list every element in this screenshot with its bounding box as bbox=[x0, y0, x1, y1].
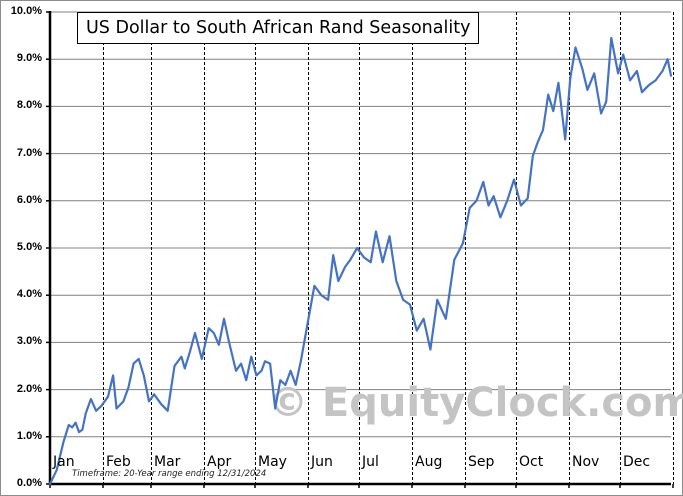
month-label: Sep bbox=[468, 454, 495, 470]
y-tick-label: 7.0% bbox=[16, 146, 42, 159]
y-tick-label: 2.0% bbox=[16, 382, 42, 395]
month-label: Dec bbox=[623, 454, 651, 470]
y-tick-label: 1.0% bbox=[16, 429, 42, 442]
month-label: Jul bbox=[362, 454, 379, 470]
horizontal-gridlines bbox=[50, 11, 671, 438]
y-tick-label: 5.0% bbox=[16, 241, 42, 253]
y-tick-label: 9.0% bbox=[16, 52, 42, 65]
y-tick-label: 4.0% bbox=[16, 288, 42, 301]
chart-title: US Dollar to South African Rand Seasonal… bbox=[77, 12, 480, 44]
y-tick-label: 0.0% bbox=[16, 477, 42, 489]
watermark: © EquityClock.com bbox=[268, 380, 683, 426]
month-label: May bbox=[258, 454, 287, 470]
month-label: Oct bbox=[519, 454, 544, 470]
month-label: Feb bbox=[106, 454, 131, 470]
y-tick-label: 10.0% bbox=[10, 5, 42, 17]
month-divider-lines bbox=[103, 12, 674, 484]
y-tick-label: 3.0% bbox=[16, 335, 42, 348]
month-label: Mar bbox=[154, 454, 181, 470]
month-label: Jun bbox=[311, 454, 333, 470]
chart-axes bbox=[46, 11, 674, 488]
month-label: Nov bbox=[572, 454, 600, 470]
series-line bbox=[48, 36, 673, 486]
y-tick-label: 6.0% bbox=[16, 193, 42, 206]
month-label: Jan bbox=[53, 454, 75, 470]
timeframe-note: Timeframe: 20-Year range ending 12/31/20… bbox=[72, 469, 267, 479]
month-label: Aug bbox=[415, 454, 443, 470]
month-label: Apr bbox=[207, 454, 232, 470]
y-tick-label: 8.0% bbox=[16, 99, 42, 112]
